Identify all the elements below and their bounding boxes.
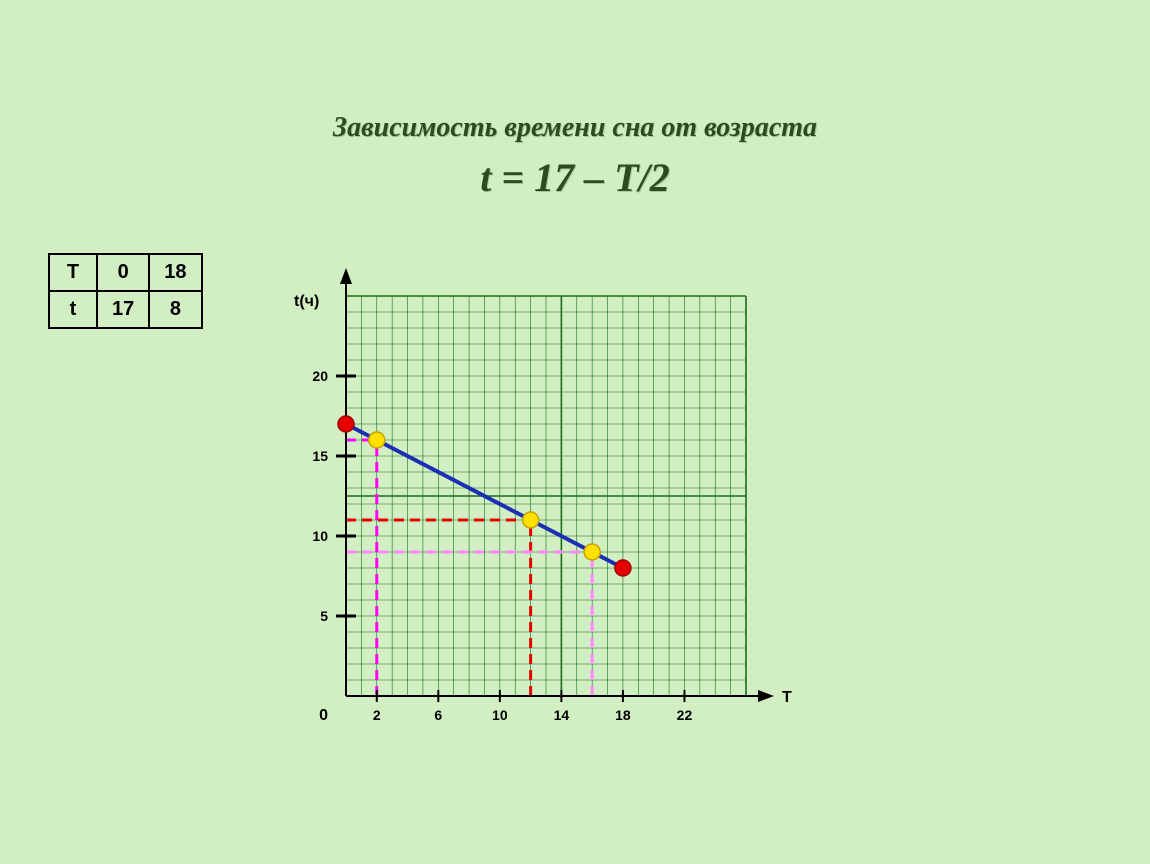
chart-title-block: Зависимость времени сна от возраста t = …: [0, 112, 1150, 201]
svg-text:10: 10: [312, 528, 328, 544]
chart-svg: 5 10 15 20 2 6 10 14 18 22 0 t(ч) T (лет): [266, 266, 796, 766]
svg-text:0: 0: [319, 707, 328, 724]
svg-text:10: 10: [492, 707, 508, 723]
svg-text:5: 5: [320, 608, 328, 624]
svg-text:6: 6: [434, 707, 442, 723]
svg-text:22: 22: [677, 707, 693, 723]
title-line2: t = 17 – T/2: [0, 154, 1150, 201]
table-cell: 17: [97, 291, 149, 328]
svg-text:20: 20: [312, 368, 328, 384]
svg-text:2: 2: [373, 707, 381, 723]
svg-text:15: 15: [312, 448, 328, 464]
chart-container: 5 10 15 20 2 6 10 14 18 22 0 t(ч) T (лет): [266, 266, 796, 771]
data-table: T 0 18 t 17 8: [48, 253, 203, 329]
svg-text:14: 14: [554, 707, 570, 723]
table-cell: 0: [97, 254, 149, 291]
svg-text:t(ч): t(ч): [294, 293, 319, 310]
table-cell: 8: [149, 291, 201, 328]
table-row: t 17 8: [49, 291, 202, 328]
table-row: T 0 18: [49, 254, 202, 291]
svg-text:T (лет): T (лет): [782, 689, 796, 706]
title-line1: Зависимость времени сна от возраста: [0, 112, 1150, 144]
table-cell: t: [49, 291, 97, 328]
table-cell: T: [49, 254, 97, 291]
svg-text:18: 18: [615, 707, 631, 723]
table-cell: 18: [149, 254, 201, 291]
